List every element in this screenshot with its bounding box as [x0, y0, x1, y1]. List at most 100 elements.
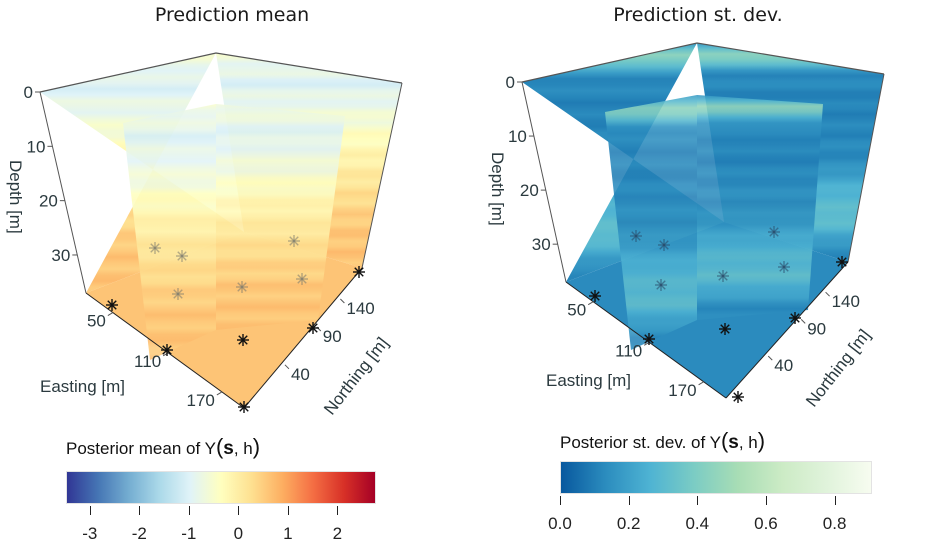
observation-marker	[732, 391, 744, 403]
mean-colorbar-tick	[238, 506, 240, 515]
mean-colorbar-tick-label: -1	[181, 524, 197, 543]
stdev-colorbar	[560, 461, 872, 494]
stdev-colorbar-tick	[628, 496, 630, 505]
observation-marker	[237, 334, 249, 346]
mean-colorbar-tick-label: 2	[332, 524, 343, 543]
mean-3d-plot: 0 10 20 30 Depth [m] 50 110 170 Easting [m] 40 901…	[6, 52, 403, 419]
northing-tick	[825, 291, 830, 297]
mean-colorbar	[66, 471, 376, 504]
observation-marker-faded	[655, 279, 667, 291]
stdev-colorbar-tick-label: 0.6	[754, 514, 778, 533]
mean-colorbar-tick-label: -2	[131, 524, 147, 543]
right-panel-title: Prediction st. dev.	[613, 4, 783, 26]
mean-colorbar-tick	[139, 506, 141, 515]
observation-marker	[161, 344, 173, 356]
northing-tick-label: 140	[832, 292, 860, 311]
mean-colorbar-tick-label: 0	[233, 524, 244, 543]
mean-colorbar-title: Posterior mean of Y(s, h)	[66, 434, 261, 459]
observation-marker	[719, 323, 731, 335]
northing-tick	[284, 364, 290, 370]
observation-marker-faded	[176, 250, 188, 262]
top-edge	[521, 42, 885, 83]
stdev-colorbar-tick-label: 0.4	[685, 514, 710, 533]
right-edge-line	[361, 82, 403, 269]
mean-colorbar-tick	[188, 506, 190, 515]
easting-slice	[605, 95, 697, 350]
easting-tick-label: 50	[567, 301, 586, 320]
right-edge-line	[847, 73, 885, 263]
depth-tick-label: 30	[51, 246, 70, 265]
observation-marker-faded	[768, 226, 780, 238]
easting-tick-label: 170	[187, 391, 215, 410]
northing-axis-line	[725, 261, 849, 399]
depth-axis-line	[39, 91, 87, 294]
northing-slice	[697, 95, 823, 320]
mean-colorbar-tick-label: -3	[82, 524, 98, 543]
depth-axis-title: Depth [m]	[488, 152, 507, 226]
northing-slice	[216, 104, 345, 330]
observation-marker-faded	[630, 230, 642, 242]
easting-tick-label: 110	[615, 341, 642, 360]
depth-tick-label: 10	[27, 137, 46, 156]
northing-axis-title: Northing [m]	[802, 326, 874, 411]
northing-tick-label: 40	[291, 365, 310, 384]
depth-tick-label: 30	[532, 235, 551, 254]
stdev-colorbar-tick	[697, 496, 699, 505]
observation-marker-faded	[717, 270, 729, 282]
easting-tick-label: 170	[668, 381, 696, 400]
northing-tick	[767, 355, 773, 361]
observation-marker	[106, 299, 118, 311]
observation-marker-faded	[296, 273, 308, 285]
depth-axis-title: Depth [m]	[6, 160, 25, 234]
observation-marker-faded	[172, 288, 184, 300]
observation-marker-faded	[658, 239, 670, 251]
observation-marker	[643, 333, 655, 345]
stdev-colorbar-tick	[560, 496, 561, 505]
top-edge	[39, 52, 403, 93]
left-panel-title: Prediction mean	[154, 4, 310, 26]
observation-marker-faded	[288, 235, 300, 247]
easting-tick	[216, 391, 223, 396]
mean-colorbar-tick	[337, 506, 339, 515]
observation-marker-faded	[778, 261, 790, 273]
easting-tick	[698, 381, 704, 386]
easting-tick	[587, 301, 594, 306]
depth-tick-label: 0	[24, 83, 33, 102]
stdev-colorbar-tick-label: 0.2	[616, 514, 641, 533]
stdev-colorbar-tick-label: 0.8	[822, 514, 847, 533]
northing-tick-label: 40	[774, 356, 793, 375]
easting-axis-title: Easting [m]	[546, 371, 631, 390]
stdev-colorbar-tick	[765, 496, 767, 505]
easting-axis-title: Easting [m]	[40, 377, 125, 396]
mean-colorbar-tick	[287, 506, 289, 515]
observation-marker-faded	[149, 242, 161, 254]
observation-marker	[307, 322, 319, 334]
observation-marker	[789, 312, 801, 324]
observation-marker	[353, 266, 365, 278]
northing-axis-line	[243, 267, 363, 409]
observation-marker	[589, 290, 601, 302]
northing-tick-label: 140	[346, 299, 374, 318]
depth-tick-label: 20	[520, 181, 539, 200]
depth-tick-label: 0	[506, 73, 515, 92]
northing-tick	[800, 319, 806, 324]
stdev-3d-plot: 0 10 20 30 Depth [m] 50 110 170 Easting [m] 40 90 1…	[488, 42, 885, 411]
depth-tick-label: 10	[508, 127, 527, 146]
easting-slice	[123, 104, 216, 360]
stdev-colorbar-title: Posterior st. dev. of Y(s, h)	[560, 428, 766, 453]
mean-colorbar-tick	[89, 506, 91, 515]
stdev-colorbar-tick	[834, 496, 836, 505]
easting-axis-line	[565, 281, 727, 399]
northing-tick-label: 90	[323, 327, 342, 346]
northing-tick	[340, 298, 345, 304]
easting-tick-label: 110	[134, 352, 161, 371]
easting-tick-label: 50	[87, 312, 106, 331]
mean-colorbar-tick-label: 1	[283, 524, 293, 543]
observation-marker	[238, 401, 250, 413]
easting-tick	[107, 312, 114, 316]
observation-marker	[836, 256, 848, 268]
stdev-colorbar-tick-label: 0.0	[548, 514, 572, 533]
northing-axis-title: Northing [m]	[320, 334, 392, 419]
depth-axis-line	[521, 81, 567, 283]
observation-marker-faded	[236, 281, 248, 293]
